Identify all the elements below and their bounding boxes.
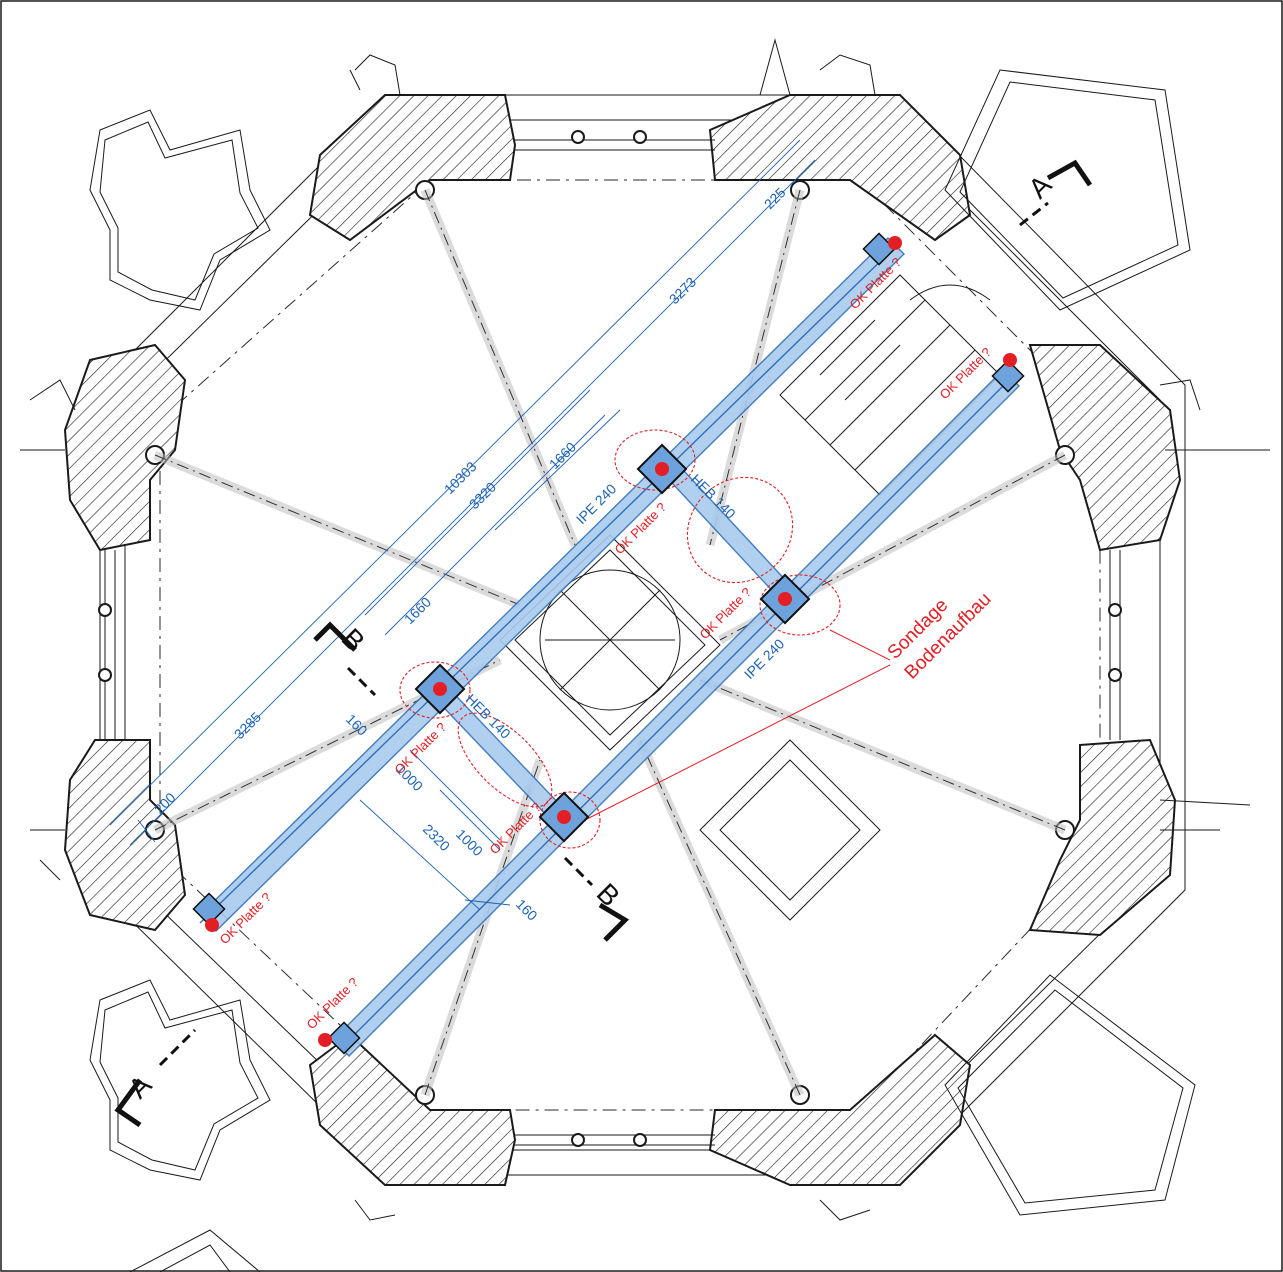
hatched-pillars xyxy=(63,94,1182,1186)
star-ornament-top-left xyxy=(89,109,271,311)
pillar-bottom-left xyxy=(308,1033,517,1186)
dim-segment-top: 3273 xyxy=(666,274,699,307)
section-label-b-bottom: B xyxy=(591,877,626,912)
dim-end-top: 225 xyxy=(761,184,789,212)
dim-small-b: 160 xyxy=(513,896,541,924)
dim-cross: 2320 xyxy=(420,821,453,854)
outer-walls xyxy=(99,94,1186,1176)
dim-half-b: 1660 xyxy=(401,594,434,627)
central-lantern xyxy=(499,534,721,751)
pillar-right-top xyxy=(1028,344,1182,552)
external-ornaments xyxy=(20,38,1270,1272)
dim-half-a: 1660 xyxy=(546,439,579,472)
steel-beams xyxy=(199,237,1020,1057)
section-markers xyxy=(114,159,1093,1128)
floor-hatch xyxy=(699,739,881,921)
pillar-top-left xyxy=(308,94,517,242)
pentagon-top-right xyxy=(944,69,1191,311)
revision-clouds xyxy=(399,429,891,849)
dim-segment-bottom: 3285 xyxy=(231,709,264,742)
pillar-right-bottom xyxy=(1028,738,1177,937)
pillar-bottom-right xyxy=(708,1033,972,1186)
level-markers xyxy=(205,236,1017,1047)
section-label-b-top: B xyxy=(336,622,371,657)
stairs xyxy=(779,274,1001,496)
pillar-top-right xyxy=(708,94,972,242)
interior-axis-outline xyxy=(159,179,1101,1111)
window-mullions xyxy=(98,130,1122,1147)
dim-segment-mid: 3320 xyxy=(466,479,499,512)
pillar-left-bottom xyxy=(63,739,187,932)
pillar-left-top xyxy=(63,343,187,552)
star-ornament-bottom-left xyxy=(89,979,271,1181)
pentagon-bottom-right xyxy=(944,974,1196,1216)
dimension-lines xyxy=(109,139,816,911)
